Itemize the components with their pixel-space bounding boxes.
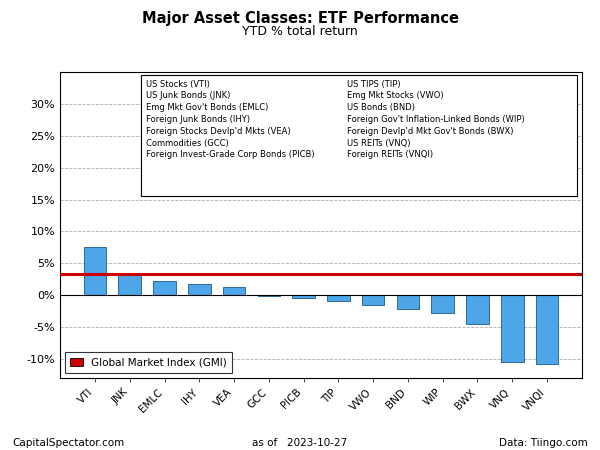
Text: CapitalSpectator.com: CapitalSpectator.com: [12, 438, 124, 448]
Bar: [188, 284, 211, 295]
Bar: [118, 273, 141, 295]
Bar: [292, 295, 315, 298]
Legend: Global Market Index (GMI): Global Market Index (GMI): [65, 352, 232, 373]
Text: YTD % total return: YTD % total return: [242, 25, 358, 38]
Text: Data: Tiingo.com: Data: Tiingo.com: [499, 438, 588, 448]
Bar: [257, 295, 280, 297]
Bar: [501, 295, 524, 362]
Text: Major Asset Classes: ETF Performance: Major Asset Classes: ETF Performance: [142, 11, 458, 26]
Bar: [397, 295, 419, 309]
Text: US Stocks (VTI)
US Junk Bonds (JNK)
Emg Mkt Gov't Bonds (EMLC)
Foreign Junk Bond: US Stocks (VTI) US Junk Bonds (JNK) Emg …: [146, 80, 315, 159]
Text: as of   2023-10-27: as of 2023-10-27: [253, 438, 347, 448]
Bar: [153, 281, 176, 295]
Bar: [466, 295, 489, 324]
Bar: [536, 295, 558, 364]
Bar: [431, 295, 454, 313]
Bar: [362, 295, 385, 305]
Bar: [84, 248, 106, 295]
Bar: [327, 295, 350, 301]
Bar: [223, 288, 245, 295]
FancyBboxPatch shape: [141, 75, 577, 196]
Text: US TIPS (TIP)
Emg Mkt Stocks (VWO)
US Bonds (BND)
Foreign Gov't Inflation-Linked: US TIPS (TIP) Emg Mkt Stocks (VWO) US Bo…: [347, 80, 525, 159]
